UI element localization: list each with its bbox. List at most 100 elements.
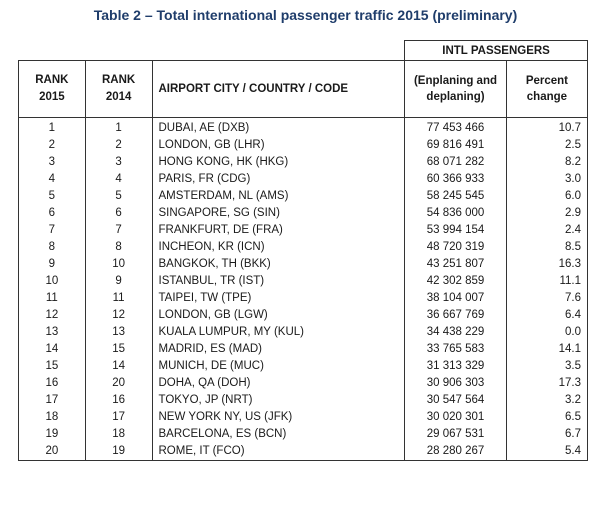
cell-percent-change: 16.3 xyxy=(505,256,589,273)
cell-rank-2014: 10 xyxy=(84,256,153,273)
cell-airport: ROME, IT (FCO) xyxy=(151,443,406,461)
cell-passengers: 42 302 859 xyxy=(404,273,507,290)
cell-rank-2014: 18 xyxy=(84,426,153,443)
header-row: RANK 2015 RANK 2014 AIRPORT CITY / COUNT… xyxy=(18,60,589,118)
cell-airport: LONDON, GB (LGW) xyxy=(151,307,406,324)
cell-rank-2015: 16 xyxy=(18,375,86,392)
cell-rank-2014: 6 xyxy=(84,205,153,222)
cell-passengers: 34 438 229 xyxy=(404,324,507,341)
cell-airport: AMSTERDAM, NL (AMS) xyxy=(151,188,406,205)
cell-rank-2014: 12 xyxy=(84,307,153,324)
table-title: Table 2 – Total international passenger … xyxy=(93,7,518,23)
cell-rank-2014: 8 xyxy=(84,239,153,256)
cell-passengers: 30 547 564 xyxy=(404,392,507,409)
cell-passengers: 53 994 154 xyxy=(404,222,507,239)
header-intl-passengers: INTL PASSENGERS xyxy=(404,40,588,61)
header-passengers: (Enplaning and deplaning) xyxy=(404,60,507,118)
cell-percent-change: 0.0 xyxy=(505,324,589,341)
cell-rank-2014: 19 xyxy=(84,443,153,461)
cell-passengers: 30 020 301 xyxy=(404,409,507,426)
cell-percent-change: 6.0 xyxy=(505,188,589,205)
cell-percent-change: 8.2 xyxy=(505,154,589,171)
table-row: 11 11 TAIPEI, TW (TPE) 38 104 007 7.6 xyxy=(18,290,589,307)
cell-rank-2015: 11 xyxy=(18,290,86,307)
cell-rank-2014: 14 xyxy=(84,358,153,375)
cell-airport: MADRID, ES (MAD) xyxy=(151,341,406,358)
cell-passengers: 48 720 319 xyxy=(404,239,507,256)
cell-percent-change: 3.0 xyxy=(505,171,589,188)
cell-percent-change: 17.3 xyxy=(505,375,589,392)
cell-airport: DOHA, QA (DOH) xyxy=(151,375,406,392)
cell-rank-2014: 9 xyxy=(84,273,153,290)
cell-rank-2014: 15 xyxy=(84,341,153,358)
cell-airport: BARCELONA, ES (BCN) xyxy=(151,426,406,443)
cell-rank-2014: 16 xyxy=(84,392,153,409)
cell-rank-2015: 20 xyxy=(18,443,86,461)
cell-rank-2014: 11 xyxy=(84,290,153,307)
table-row: 1 1 DUBAI, AE (DXB) 77 453 466 10.7 xyxy=(18,117,589,137)
cell-rank-2014: 1 xyxy=(84,117,153,137)
table-body: 1 1 DUBAI, AE (DXB) 77 453 466 10.7 2 2 LONDON,… xyxy=(18,117,589,461)
cell-rank-2014: 3 xyxy=(84,154,153,171)
cell-airport: HONG KONG, HK (HKG) xyxy=(151,154,406,171)
header-percent-change: Percent change xyxy=(505,60,589,118)
table-row: 4 4 PARIS, FR (CDG) 60 366 933 3.0 xyxy=(18,171,589,188)
cell-rank-2014: 13 xyxy=(84,324,153,341)
cell-passengers: 58 245 545 xyxy=(404,188,507,205)
cell-airport: BANGKOK, TH (BKK) xyxy=(151,256,406,273)
table-header: INTL PASSENGERS RANK 2015 RANK 2014 AIRP… xyxy=(18,40,589,118)
cell-passengers: 68 071 282 xyxy=(404,154,507,171)
cell-airport: INCHEON, KR (ICN) xyxy=(151,239,406,256)
table-row: 20 19 ROME, IT (FCO) 28 280 267 5.4 xyxy=(18,443,589,461)
cell-rank-2015: 17 xyxy=(18,392,86,409)
cell-airport: NEW YORK NY, US (JFK) xyxy=(151,409,406,426)
table-row: 16 20 DOHA, QA (DOH) 30 906 303 17.3 xyxy=(18,375,589,392)
header-rank-2014: RANK 2014 xyxy=(84,60,153,118)
cell-percent-change: 10.7 xyxy=(505,117,589,137)
cell-percent-change: 6.7 xyxy=(505,426,589,443)
cell-passengers: 36 667 769 xyxy=(404,307,507,324)
cell-passengers: 60 366 933 xyxy=(404,171,507,188)
cell-rank-2014: 5 xyxy=(84,188,153,205)
cell-airport: TOKYO, JP (NRT) xyxy=(151,392,406,409)
table-row: 5 5 AMSTERDAM, NL (AMS) 58 245 545 6.0 xyxy=(18,188,589,205)
cell-passengers: 33 765 583 xyxy=(404,341,507,358)
table-row: 9 10 BANGKOK, TH (BKK) 43 251 807 16.3 xyxy=(18,256,589,273)
cell-percent-change: 3.5 xyxy=(505,358,589,375)
table-row: 12 12 LONDON, GB (LGW) 36 667 769 6.4 xyxy=(18,307,589,324)
cell-airport: PARIS, FR (CDG) xyxy=(151,171,406,188)
cell-airport: DUBAI, AE (DXB) xyxy=(151,117,406,137)
cell-percent-change: 2.4 xyxy=(505,222,589,239)
cell-airport: LONDON, GB (LHR) xyxy=(151,137,406,154)
cell-percent-change: 6.5 xyxy=(505,409,589,426)
cell-rank-2015: 7 xyxy=(18,222,86,239)
cell-airport: FRANKFURT, DE (FRA) xyxy=(151,222,406,239)
cell-percent-change: 14.1 xyxy=(505,341,589,358)
passenger-traffic-table: INTL PASSENGERS RANK 2015 RANK 2014 AIRP… xyxy=(18,40,589,461)
cell-rank-2015: 18 xyxy=(18,409,86,426)
cell-passengers: 29 067 531 xyxy=(404,426,507,443)
cell-rank-2014: 2 xyxy=(84,137,153,154)
cell-percent-change: 2.9 xyxy=(505,205,589,222)
table-row: 19 18 BARCELONA, ES (BCN) 29 067 531 6.7 xyxy=(18,426,589,443)
cell-rank-2015: 5 xyxy=(18,188,86,205)
table-row: 15 14 MUNICH, DE (MUC) 31 313 329 3.5 xyxy=(18,358,589,375)
table-row: 14 15 MADRID, ES (MAD) 33 765 583 14.1 xyxy=(18,341,589,358)
cell-airport: SINGAPORE, SG (SIN) xyxy=(151,205,406,222)
cell-percent-change: 2.5 xyxy=(505,137,589,154)
cell-rank-2015: 13 xyxy=(18,324,86,341)
table-row: 8 8 INCHEON, KR (ICN) 48 720 319 8.5 xyxy=(18,239,589,256)
cell-passengers: 38 104 007 xyxy=(404,290,507,307)
cell-rank-2014: 7 xyxy=(84,222,153,239)
cell-rank-2015: 2 xyxy=(18,137,86,154)
header-airport: AIRPORT CITY / COUNTRY / CODE xyxy=(151,60,406,118)
table-row: 7 7 FRANKFURT, DE (FRA) 53 994 154 2.4 xyxy=(18,222,589,239)
cell-percent-change: 11.1 xyxy=(505,273,589,290)
cell-percent-change: 7.6 xyxy=(505,290,589,307)
cell-rank-2014: 17 xyxy=(84,409,153,426)
table-row: 17 16 TOKYO, JP (NRT) 30 547 564 3.2 xyxy=(18,392,589,409)
cell-rank-2015: 10 xyxy=(18,273,86,290)
header-rank-2015: RANK 2015 xyxy=(18,60,86,118)
cell-passengers: 54 836 000 xyxy=(404,205,507,222)
table-row: 3 3 HONG KONG, HK (HKG) 68 071 282 8.2 xyxy=(18,154,589,171)
